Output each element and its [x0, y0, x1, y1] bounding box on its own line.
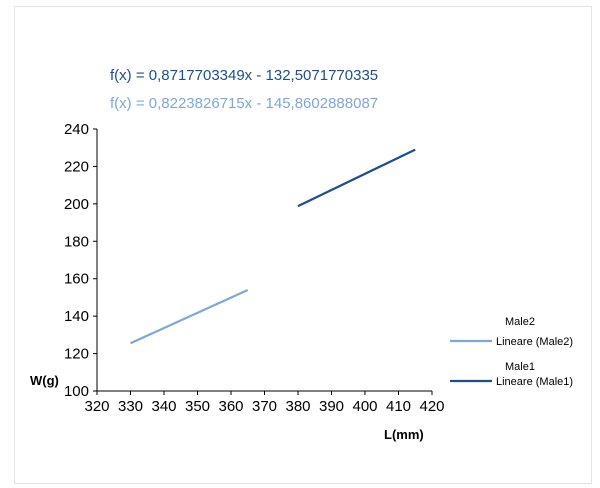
x-axis-title: L(mm)	[384, 427, 424, 442]
axes	[96, 129, 432, 392]
legend-entry-label: Lineare (Male1)	[496, 376, 573, 388]
equation-label: f(x) = 0,8223826715x - 145,8602888087	[110, 95, 378, 112]
y-tick-label: 100	[64, 383, 89, 400]
x-tick-label: 390	[319, 398, 344, 415]
legend-entry-label: Lineare (Male2)	[496, 336, 573, 348]
x-tick-label: 340	[151, 398, 176, 415]
x-tick-label: 360	[218, 398, 243, 415]
x-tick-labels: 320 330 340 350 360 370 380 390 400 410 420	[84, 391, 445, 415]
x-tick-label: 330	[118, 398, 143, 415]
series-line-2	[297, 148, 416, 208]
x-tick-label: 400	[352, 398, 377, 415]
y-tick-label: 160	[64, 271, 89, 288]
equation-label: f(x) = 0,8717703349x - 132,5071770335	[110, 67, 378, 84]
legend: Male2 Lineare (Male2) Male1 Lineare (Male1)	[450, 316, 573, 388]
y-tick-label: 140	[64, 308, 89, 325]
y-tick-labels: 100 120 140 160 180 200 220 240	[64, 121, 97, 400]
x-tick-label: 320	[84, 398, 109, 415]
x-tick-label: 370	[252, 398, 277, 415]
legend-entry-label: Male1	[505, 361, 535, 373]
series-line-1	[130, 288, 249, 345]
x-tick-label: 420	[419, 398, 444, 415]
chart-frame	[14, 6, 592, 484]
y-tick-label: 180	[64, 233, 89, 250]
y-tick-label: 220	[64, 158, 89, 175]
y-tick-label: 200	[64, 196, 89, 213]
x-tick-label: 410	[386, 398, 411, 415]
x-tick-label: 350	[185, 398, 210, 415]
y-axis-title: W(g)	[30, 373, 59, 388]
series-lines	[130, 148, 416, 345]
y-tick-label: 120	[64, 346, 89, 363]
x-tick-label: 380	[285, 398, 310, 415]
trendline-equations: f(x) = 0,8717703349x - 132,5071770335 f(x…	[110, 67, 378, 112]
legend-entry-label: Male2	[505, 316, 535, 328]
y-tick-label: 240	[64, 121, 89, 138]
